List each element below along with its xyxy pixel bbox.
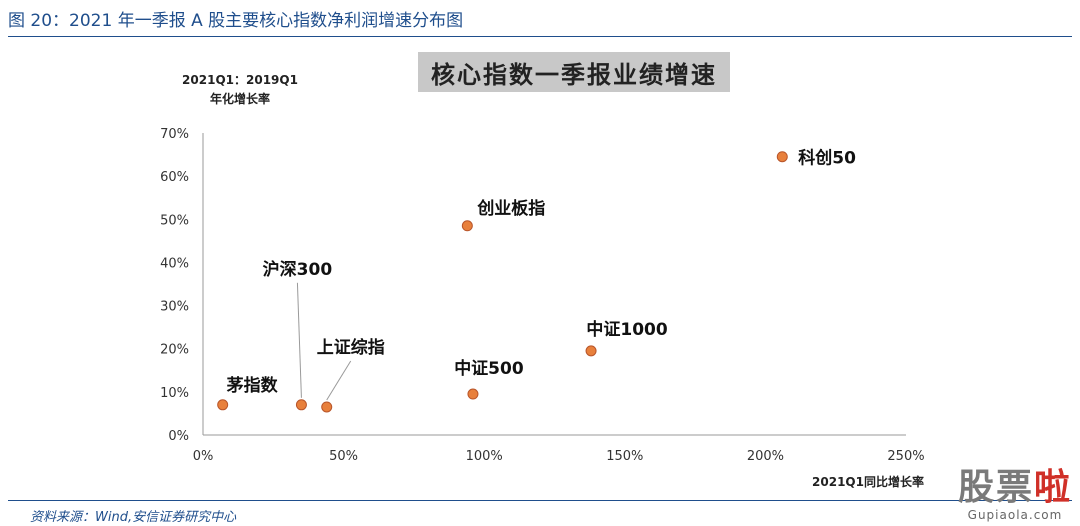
chart-title: 核心指数一季报业绩增速 bbox=[418, 52, 730, 92]
y-axis-label-line2: 年化增长率 bbox=[210, 91, 270, 106]
y-tick-label: 40% bbox=[160, 256, 189, 271]
data-point bbox=[217, 399, 229, 411]
x-tick-label: 150% bbox=[606, 449, 643, 464]
data-point bbox=[467, 388, 479, 400]
y-tick-label: 30% bbox=[160, 300, 189, 315]
data-point-label: 中证1000 bbox=[586, 319, 667, 340]
y-axis-label-line1: 2021Q1：2019Q1 bbox=[182, 73, 298, 87]
watermark-logo: 股票啦 bbox=[958, 468, 1072, 508]
watermark-gray-text: 股票 bbox=[957, 467, 1034, 508]
y-tick-label: 10% bbox=[160, 386, 189, 401]
x-tick-label: 0% bbox=[193, 449, 214, 464]
data-point-label: 创业板指 bbox=[476, 198, 545, 219]
y-tick-label: 20% bbox=[160, 343, 189, 358]
data-point bbox=[295, 399, 307, 411]
watermark-red-text: 啦 bbox=[1033, 467, 1072, 508]
data-point bbox=[585, 345, 597, 357]
watermark-url: Gupiaola.com bbox=[967, 508, 1063, 522]
data-point bbox=[776, 151, 788, 163]
footer-rule bbox=[8, 500, 1072, 501]
data-point-label: 茅指数 bbox=[227, 375, 279, 396]
y-tick-label: 50% bbox=[160, 213, 189, 228]
x-tick-label: 250% bbox=[887, 449, 924, 464]
source-note: 资料来源：Wind,安信证券研究中心 bbox=[30, 510, 237, 525]
data-point-label: 沪深300 bbox=[263, 259, 333, 280]
data-point-label: 上证综指 bbox=[317, 337, 385, 358]
y-tick-label: 0% bbox=[168, 429, 189, 444]
x-tick-label: 50% bbox=[329, 449, 358, 464]
label-leader-line bbox=[326, 360, 352, 401]
x-axis-label: 2021Q1同比增长率 bbox=[812, 474, 924, 489]
site-watermark: 股票啦 Gupiaola.com bbox=[958, 468, 1072, 523]
x-tick-label: 200% bbox=[747, 449, 784, 464]
y-tick-label: 70% bbox=[160, 127, 189, 142]
figure-title: 图 20：2021 年一季报 A 股主要核心指数净利润增速分布图 bbox=[8, 11, 464, 31]
x-tick-label: 100% bbox=[466, 449, 503, 464]
title-rule bbox=[8, 36, 1072, 37]
data-point bbox=[461, 220, 473, 232]
data-point bbox=[321, 401, 333, 413]
label-leader-line bbox=[296, 282, 302, 398]
data-point-label: 科创50 bbox=[798, 148, 856, 169]
y-tick-label: 60% bbox=[160, 170, 189, 185]
data-point-label: 中证500 bbox=[454, 358, 524, 379]
